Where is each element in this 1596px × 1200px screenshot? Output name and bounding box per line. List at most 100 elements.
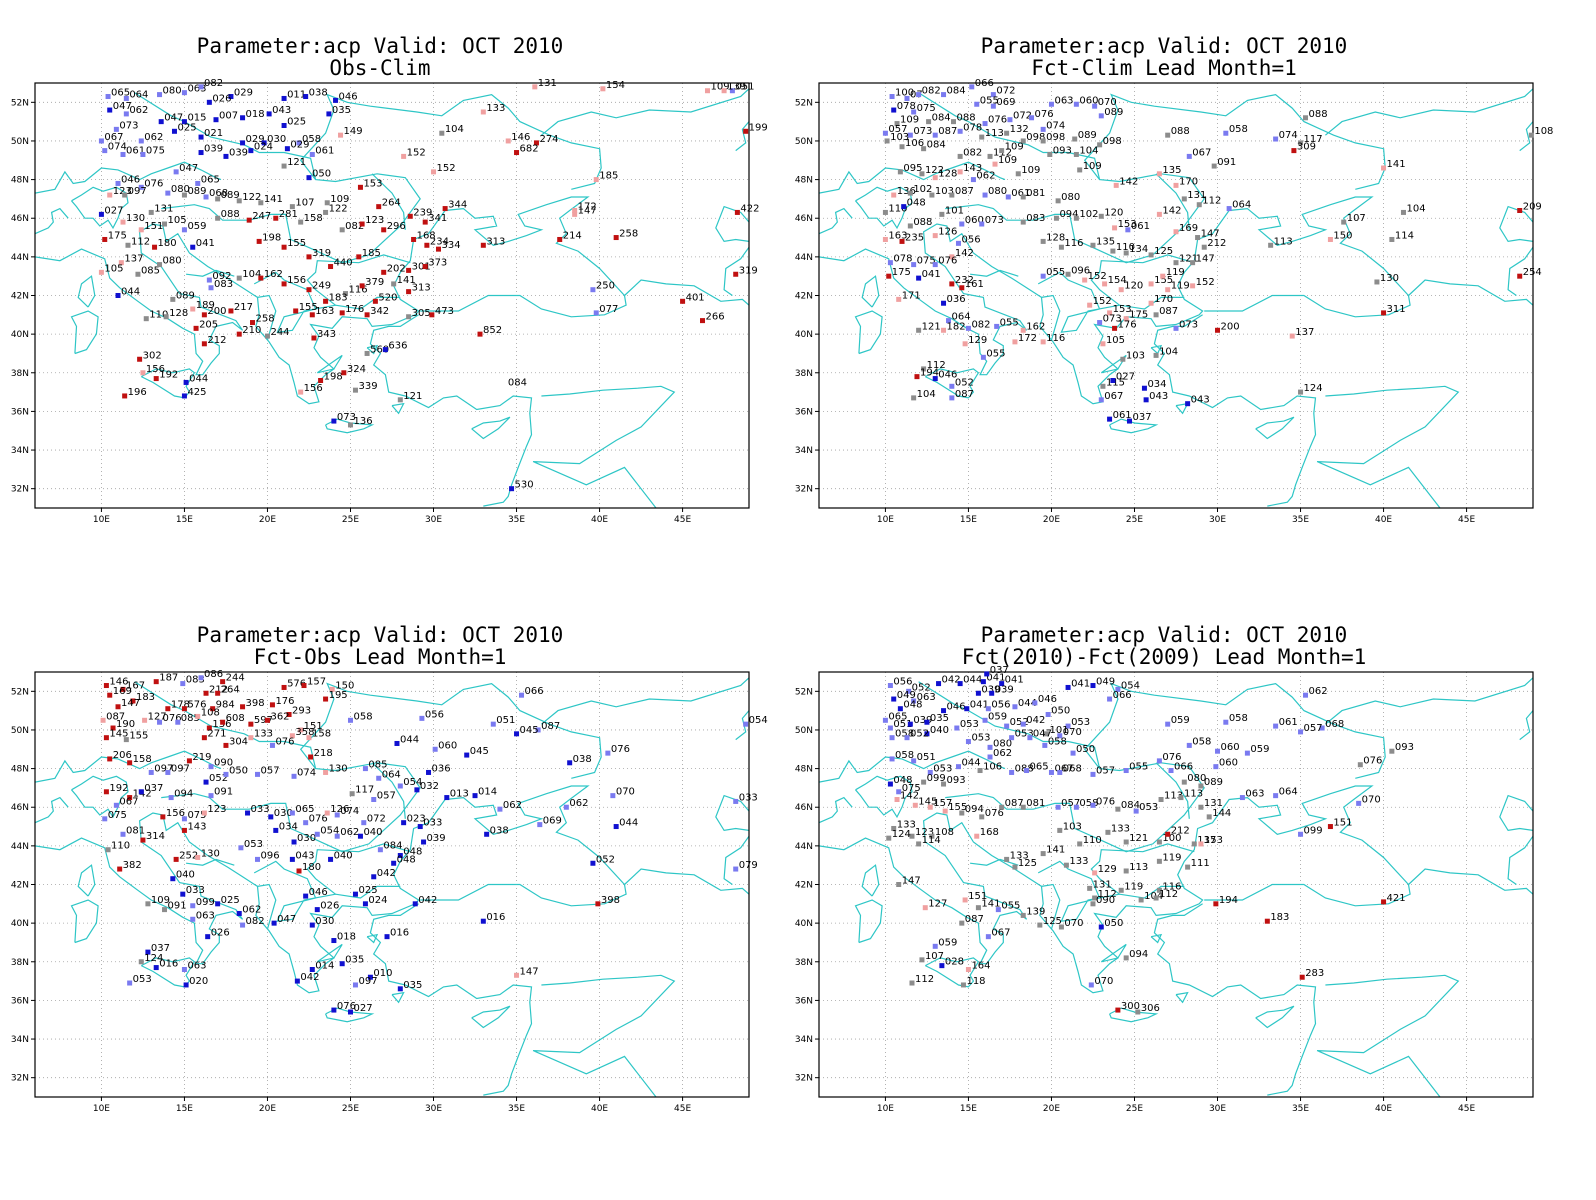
station-marker: [590, 287, 596, 293]
station-marker: [919, 171, 925, 177]
station-marker: [198, 150, 204, 156]
station-value: 319: [312, 248, 331, 259]
station-marker: [912, 802, 918, 808]
x-tick-label: 40E: [591, 1104, 608, 1114]
station-value: 076: [275, 736, 294, 747]
station-value: 597: [254, 715, 273, 726]
station-value: 039: [427, 833, 446, 844]
station-value: 175: [108, 230, 127, 241]
coastline: [735, 121, 749, 152]
station-marker: [1098, 924, 1104, 930]
station-marker: [987, 754, 993, 760]
station-value: 087: [955, 186, 974, 197]
station-value: 085: [141, 265, 160, 276]
station-value: 033: [423, 818, 442, 829]
station-marker: [107, 107, 113, 113]
station-value: 135: [1096, 236, 1115, 247]
x-tick-label: 15E: [960, 515, 977, 525]
coastline: [624, 279, 749, 306]
station-marker: [1190, 283, 1196, 289]
station-marker: [1517, 208, 1523, 213]
station-value: 067: [104, 132, 123, 143]
x-tick-label: 15E: [176, 1104, 193, 1114]
station-marker: [974, 101, 980, 107]
station-marker: [1057, 733, 1063, 739]
station-value: 119: [1124, 881, 1143, 892]
station-value: 051: [893, 719, 912, 730]
station-marker: [201, 341, 207, 347]
station-marker: [1090, 901, 1096, 907]
station-marker: [309, 967, 315, 972]
station-value: 075: [108, 810, 127, 821]
station-value: 082: [971, 319, 990, 330]
station-marker: [341, 370, 347, 376]
station-marker: [236, 910, 242, 916]
station-marker: [887, 260, 893, 266]
station-marker: [118, 260, 124, 266]
station-value: 120: [1124, 281, 1143, 292]
station-marker: [1105, 829, 1111, 835]
station-marker: [1528, 132, 1534, 138]
station-marker: [444, 795, 450, 801]
station-value: 054: [320, 825, 339, 836]
station-value: 088: [1309, 109, 1328, 120]
station-value: 059: [187, 221, 206, 232]
station-marker: [1123, 839, 1129, 845]
station-value: 070: [616, 787, 635, 798]
station-value: 117: [1304, 134, 1323, 145]
station-marker: [205, 934, 211, 940]
station-value: 142: [1119, 176, 1138, 187]
station-marker: [406, 289, 412, 295]
station-marker: [223, 153, 229, 159]
station-value: 082: [345, 221, 364, 232]
station-value: 120: [1104, 207, 1123, 218]
station-value: 152: [437, 163, 456, 174]
coastline: [1041, 883, 1061, 930]
station-value: 149: [344, 126, 363, 137]
station-value: 037: [1133, 412, 1152, 423]
station-value: 049: [897, 690, 916, 701]
station-value: 057: [1304, 723, 1323, 734]
coastline: [71, 775, 129, 819]
station-value: 048: [893, 775, 912, 786]
station-value: 043: [1149, 391, 1168, 402]
station-marker: [477, 331, 483, 337]
station-marker: [1389, 748, 1395, 754]
station-marker: [1090, 683, 1096, 689]
station-value: 185: [599, 171, 618, 182]
station-value: 107: [295, 198, 314, 209]
station-marker: [919, 957, 925, 963]
station-value: 121: [1179, 254, 1198, 265]
station-value: 314: [146, 831, 165, 842]
station-marker: [98, 138, 104, 144]
station-marker: [1024, 768, 1030, 774]
coastline: [925, 368, 980, 399]
station-marker: [941, 327, 947, 333]
station-marker: [1098, 113, 1104, 119]
coastlines: [819, 88, 1533, 508]
station-marker: [1185, 401, 1191, 407]
station-marker: [1303, 115, 1309, 121]
station-value: 116: [1064, 238, 1083, 249]
station-value: 023: [407, 814, 426, 825]
station-marker: [236, 275, 242, 281]
station-value: 105: [168, 215, 187, 226]
station-value: 116: [1046, 333, 1065, 344]
station-marker: [1107, 696, 1113, 702]
station-marker: [1004, 856, 1010, 862]
y-tick-label: 48N: [795, 765, 813, 775]
station-marker: [397, 783, 403, 789]
station-marker: [984, 671, 990, 677]
station-marker: [158, 119, 164, 125]
station-marker: [100, 717, 106, 723]
station-value: 202: [387, 263, 406, 274]
y-tick-label: 42N: [11, 881, 29, 891]
station-marker: [123, 111, 129, 117]
station-marker: [975, 690, 981, 696]
station-marker: [1138, 897, 1144, 903]
station-marker: [999, 804, 1005, 810]
coastline: [1499, 205, 1533, 243]
station-value: 133: [1010, 850, 1029, 861]
coastline: [970, 269, 1019, 277]
station-marker: [284, 146, 290, 152]
